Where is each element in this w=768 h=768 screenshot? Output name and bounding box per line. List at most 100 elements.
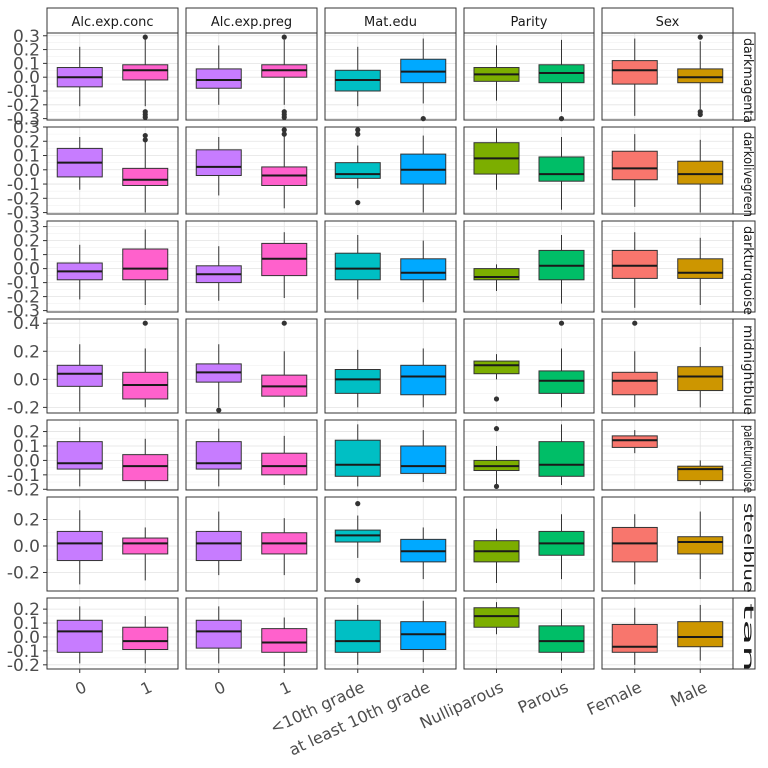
box-iqr <box>56 364 103 387</box>
boxplot-female <box>611 134 658 207</box>
row-strip-label: darkturquoise <box>740 226 755 315</box>
facet-panel <box>601 126 734 215</box>
box-iqr <box>261 452 308 476</box>
panel-border <box>463 220 595 313</box>
boxplot-1 <box>261 127 308 209</box>
outlier-point <box>493 396 500 402</box>
panel-border <box>185 126 318 215</box>
facet-panel <box>46 318 179 414</box>
panel-border <box>601 419 734 491</box>
y-tick-label: 0.2 <box>13 600 40 620</box>
y-tick-label: 0.2 <box>13 423 40 443</box>
facet-panel <box>46 220 179 313</box>
facet-panel <box>463 126 595 215</box>
facet-panel <box>185 496 318 592</box>
boxplot--10th-grade <box>334 235 381 300</box>
box-iqr <box>122 454 169 482</box>
boxplot-parous <box>538 609 585 661</box>
y-tick-label: 0.2 <box>13 41 40 61</box>
y-tick-label: 0.3 <box>13 118 40 138</box>
column-strip-label: Alc.exp.preg <box>211 15 292 30</box>
box-iqr <box>677 621 724 648</box>
panel-border <box>463 32 595 121</box>
box-iqr <box>195 68 242 89</box>
box-iqr <box>538 441 585 477</box>
box-iqr <box>677 160 724 185</box>
row-strip-label: midnightblue <box>740 325 755 415</box>
boxplot-female <box>611 38 658 116</box>
facet-panel <box>324 419 457 491</box>
outlier-point <box>355 577 361 584</box>
box-iqr <box>195 619 242 649</box>
panel-border <box>185 220 318 313</box>
box-iqr <box>400 445 447 474</box>
panel-border <box>601 32 734 121</box>
boxplot-at-least-10th-grade <box>400 527 447 580</box>
y-tick-label: -0.2 <box>7 656 40 676</box>
y-tick-label: -0.3 <box>7 110 40 130</box>
column-strip <box>46 7 179 34</box>
x-tick-label: 1 <box>138 677 155 699</box>
boxplot-nulliparous <box>473 354 520 402</box>
box-iqr <box>334 369 381 394</box>
boxplot-1 <box>261 34 308 120</box>
boxplot-0 <box>195 606 242 664</box>
box-iqr <box>538 625 585 653</box>
panel-border <box>324 419 457 491</box>
panel-border <box>46 419 179 491</box>
panel-border <box>46 126 179 215</box>
y-tick-label: -0.3 <box>7 302 40 322</box>
panel-border <box>601 126 734 215</box>
facet-panel <box>324 32 457 122</box>
outlier-point <box>142 132 148 139</box>
boxplot-male <box>677 237 724 305</box>
panel-border <box>46 496 179 592</box>
outlier-point <box>355 131 361 137</box>
facet-panel <box>324 220 457 313</box>
facet-panel <box>324 496 457 592</box>
facet-panel <box>324 126 457 215</box>
boxplot-0 <box>56 244 103 300</box>
y-tick-label: 0.0 <box>13 628 40 648</box>
x-tick-label: Female <box>584 677 644 719</box>
boxplot-nulliparous <box>473 602 520 635</box>
panel-border <box>46 220 179 313</box>
boxplot--10th-grade <box>334 424 381 487</box>
x-tick-label: Nulliparous <box>417 677 507 732</box>
box-iqr <box>677 68 724 84</box>
box-iqr <box>334 162 381 179</box>
x-tick-label: Male <box>668 677 710 710</box>
boxplot-nulliparous <box>473 45 520 101</box>
box-iqr <box>122 167 169 186</box>
facet-panel <box>46 32 179 121</box>
facet-panel <box>601 32 734 121</box>
box-iqr <box>677 366 724 392</box>
x-tick-label: 0 <box>72 677 89 699</box>
box-iqr <box>400 258 447 281</box>
facet-panel <box>601 220 734 313</box>
y-tick-label: -0.2 <box>7 563 40 583</box>
row-strip-label: tan <box>740 603 755 672</box>
boxplot-1 <box>261 435 308 485</box>
boxplot-0 <box>195 428 242 487</box>
boxplot--10th-grade <box>334 604 381 665</box>
column-strip <box>185 7 318 34</box>
y-tick-label: 0.2 <box>13 342 40 362</box>
boxplot-at-least-10th-grade <box>400 430 447 483</box>
y-tick-label: -0.1 <box>7 274 40 294</box>
facet-panel <box>46 496 179 592</box>
boxplot-male <box>677 347 724 408</box>
y-tick-label: -0.2 <box>7 480 40 500</box>
outlier-point <box>142 137 148 143</box>
facet-panel <box>463 496 595 592</box>
facet-panel <box>463 32 595 122</box>
y-tick-label: -0.3 <box>7 204 40 224</box>
facet-panel <box>601 496 734 592</box>
outlier-point <box>281 34 287 40</box>
box-iqr <box>538 156 585 182</box>
facet-panel <box>601 597 734 670</box>
y-tick-label: 0.0 <box>13 260 40 280</box>
facet-panel <box>185 419 318 491</box>
outlier-point <box>142 114 148 120</box>
y-tick-label: -0.2 <box>7 288 40 308</box>
